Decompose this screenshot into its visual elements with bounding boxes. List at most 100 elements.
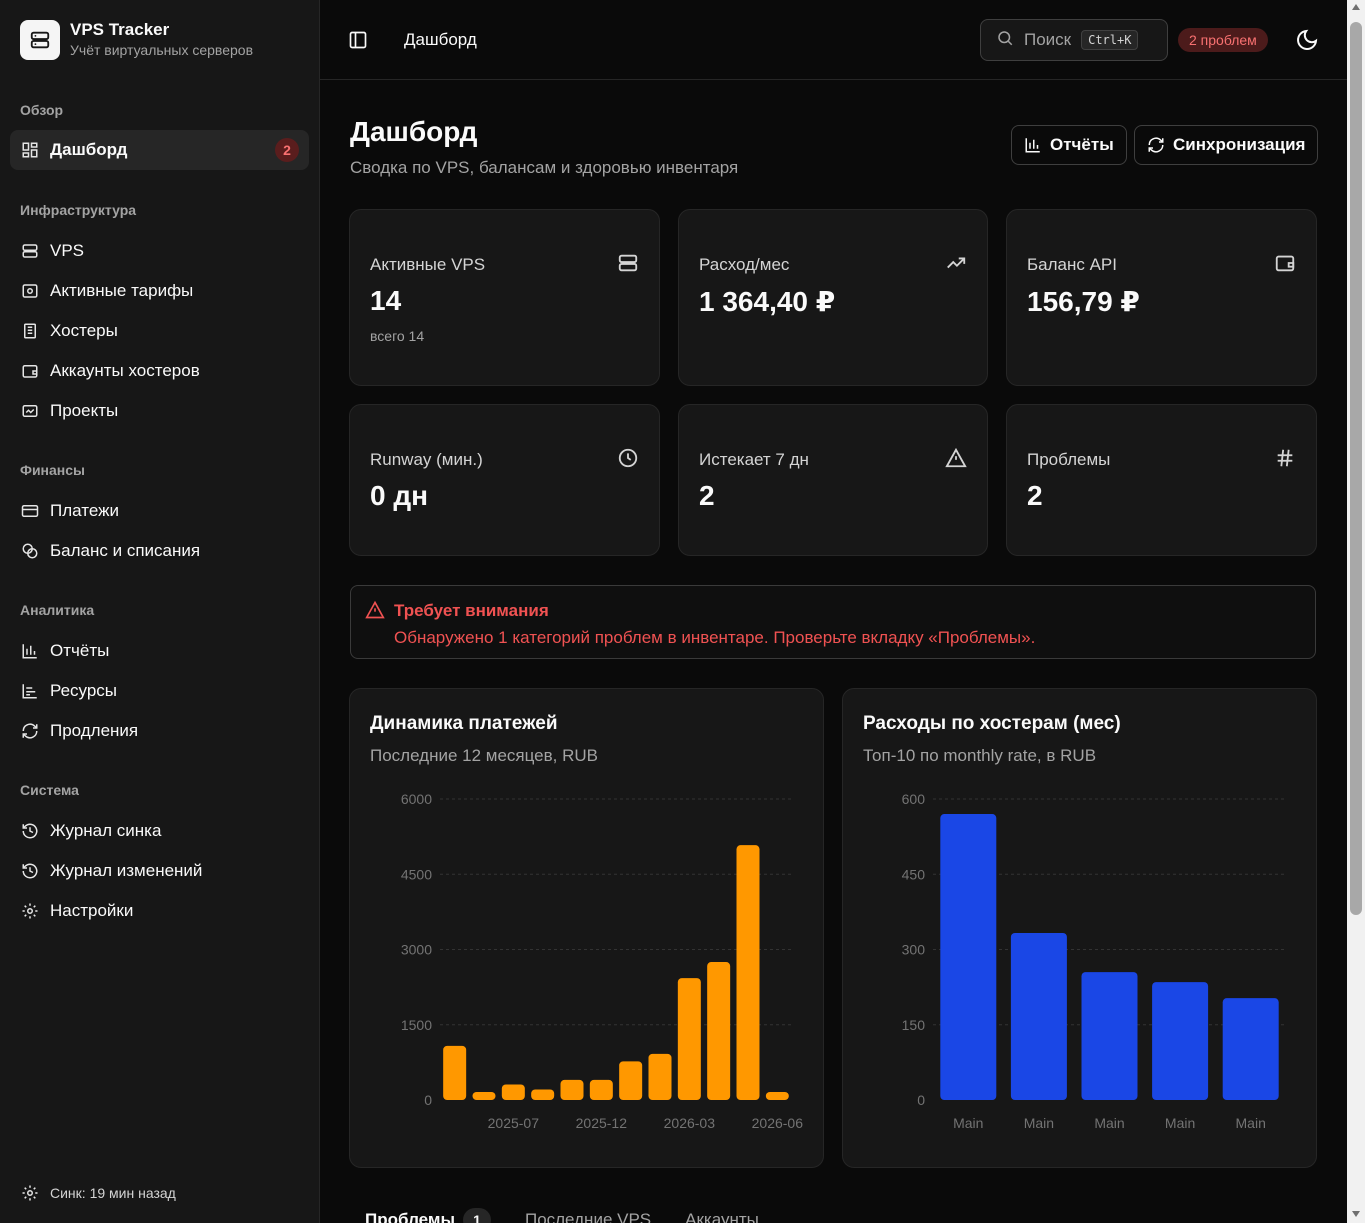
wallet-icon <box>1274 252 1296 274</box>
scroll-down-arrow[interactable] <box>1352 1211 1360 1217</box>
brand-title: VPS Tracker <box>70 20 170 39</box>
header-title: Дашборд <box>404 30 477 49</box>
stat-value: 2 <box>1027 480 1043 511</box>
section-label-analytics: Аналитика <box>20 602 95 618</box>
coins-icon <box>20 541 40 561</box>
stat-value: 156,79 ₽ <box>1027 286 1140 317</box>
wallet-icon <box>20 361 40 381</box>
sidebar-item-settings[interactable]: Настройки <box>10 891 309 931</box>
y-tick-label: 4500 <box>401 866 432 882</box>
bar <box>1152 982 1209 1100</box>
sidebar-item-label: Отчёты <box>50 641 110 660</box>
chart-title: Расходы по хостерам (мес) <box>863 713 1121 734</box>
sidebar-item-label: Продления <box>50 721 139 740</box>
sync-button-label: Синхронизация <box>1173 135 1306 154</box>
tab-recent-vps[interactable]: Последние VPS <box>525 1208 651 1223</box>
problems-count-badge: 2 <box>275 138 299 162</box>
moon-icon[interactable] <box>1295 28 1319 52</box>
sidebar-item-sync-log[interactable]: Журнал синка <box>10 811 309 851</box>
bar <box>531 1089 555 1100</box>
bar <box>443 1045 467 1100</box>
warning-icon <box>945 447 967 469</box>
y-tick-label: 600 <box>902 791 926 807</box>
bar <box>1081 972 1138 1100</box>
sidebar-item-projects[interactable]: Проекты <box>10 391 309 431</box>
sidebar-toggle-icon[interactable] <box>348 30 368 50</box>
chart-subtitle: Последние 12 месяцев, RUB <box>370 746 599 765</box>
page-title: Дашборд <box>350 116 478 147</box>
chart-title: Динамика платежей <box>370 713 558 734</box>
x-tick-label: Main <box>1236 1115 1266 1131</box>
bar-chart-icon <box>1024 136 1042 154</box>
sidebar-item-change-log[interactable]: Журнал изменений <box>10 851 309 891</box>
sidebar-item-renewals[interactable]: Продления <box>10 711 309 751</box>
sidebar-item-label: Активные тарифы <box>50 281 194 300</box>
bar <box>472 1091 496 1100</box>
stat-card-monthly-spend[interactable]: Расход/мес 1 364,40 ₽ <box>678 209 988 386</box>
sidebar-item-label: Проекты <box>50 401 119 420</box>
bar <box>707 962 731 1100</box>
brand-subtitle: Учёт виртуальных серверов <box>70 42 254 58</box>
bar <box>501 1084 525 1100</box>
top-header: Дашборд Поиск Ctrl+K 2 проблем <box>320 0 1347 80</box>
payments-chart-card: Динамика платежей Последние 12 месяцев, … <box>349 688 824 1168</box>
stat-card-runway[interactable]: Runway (мин.) 0 дн <box>349 404 660 556</box>
stat-label: Проблемы <box>1027 450 1111 469</box>
sidebar-item-tariffs[interactable]: Активные тарифы <box>10 271 309 311</box>
sidebar-item-hosters[interactable]: Хостеры <box>10 311 309 351</box>
sync-button[interactable]: Синхронизация <box>1134 125 1319 165</box>
sidebar-item-vps[interactable]: VPS <box>10 231 309 271</box>
sync-status-text: Синк: 19 мин назад <box>50 1185 176 1201</box>
credit-card-icon <box>20 501 40 521</box>
sidebar-item-balance[interactable]: Баланс и списания <box>10 531 309 571</box>
y-tick-label: 300 <box>902 942 926 958</box>
bar <box>1222 998 1279 1100</box>
sidebar-item-resources[interactable]: Ресурсы <box>10 671 309 711</box>
sidebar-item-label: Дашборд <box>50 140 128 159</box>
brand[interactable]: VPS Tracker Учёт виртуальных серверов <box>20 20 253 60</box>
sidebar-item-label: Ресурсы <box>50 681 118 700</box>
x-tick-label: 2026-06 <box>752 1115 804 1131</box>
reports-button[interactable]: Отчёты <box>1011 125 1127 165</box>
tabs: Проблемы 1 Последние VPS Аккаунты <box>365 1208 793 1223</box>
y-tick-label: 0 <box>424 1092 432 1108</box>
stat-label: Истекает 7 дн <box>699 450 809 469</box>
x-tick-label: Main <box>1094 1115 1124 1131</box>
y-tick-label: 6000 <box>401 791 432 807</box>
section-label-overview: Обзор <box>20 102 64 118</box>
history-icon <box>20 821 40 841</box>
stat-card-api-balance[interactable]: Баланс API 156,79 ₽ <box>1006 209 1317 386</box>
bar <box>677 978 701 1100</box>
scroll-thumb[interactable] <box>1350 22 1362 915</box>
stat-card-expiring[interactable]: Истекает 7 дн 2 <box>678 404 988 556</box>
history-icon <box>20 861 40 881</box>
stat-card-active-vps[interactable]: Активные VPS 14 всего 14 <box>349 209 660 386</box>
sidebar-item-dashboard[interactable]: Дашборд 2 <box>10 130 309 170</box>
y-tick-label: 0 <box>917 1092 925 1108</box>
stat-card-problems[interactable]: Проблемы 2 <box>1006 404 1317 556</box>
tab-accounts[interactable]: Аккаунты <box>685 1208 759 1223</box>
tab-problems[interactable]: Проблемы 1 <box>365 1208 491 1223</box>
page-scrollbar[interactable] <box>1347 0 1365 1223</box>
x-tick-label: Main <box>953 1115 983 1131</box>
tab-label: Аккаунты <box>685 1210 759 1223</box>
warning-icon <box>365 600 385 625</box>
sidebar-item-reports[interactable]: Отчёты <box>10 631 309 671</box>
search-button[interactable]: Поиск Ctrl+K <box>980 19 1168 61</box>
sync-status: Синк: 19 мин назад <box>20 1183 176 1203</box>
x-tick-label: Main <box>1165 1115 1195 1131</box>
bar <box>765 1091 789 1100</box>
page-subtitle: Сводка по VPS, балансам и здоровью инвен… <box>350 158 739 177</box>
tariff-icon <box>20 281 40 301</box>
sidebar: VPS Tracker Учёт виртуальных серверов Об… <box>0 0 320 1223</box>
scroll-up-arrow[interactable] <box>1352 4 1360 10</box>
hash-icon <box>1274 447 1296 469</box>
stat-label: Активные VPS <box>370 255 486 274</box>
server-icon <box>20 241 40 261</box>
sidebar-item-hoster-accounts[interactable]: Аккаунты хостеров <box>10 351 309 391</box>
problems-badge[interactable]: 2 проблем <box>1178 28 1268 52</box>
bar-chart-icon <box>20 641 40 661</box>
y-tick-label: 1500 <box>401 1017 432 1033</box>
sidebar-item-payments[interactable]: Платежи <box>10 491 309 531</box>
alert-title: Требует внимания <box>394 601 549 620</box>
